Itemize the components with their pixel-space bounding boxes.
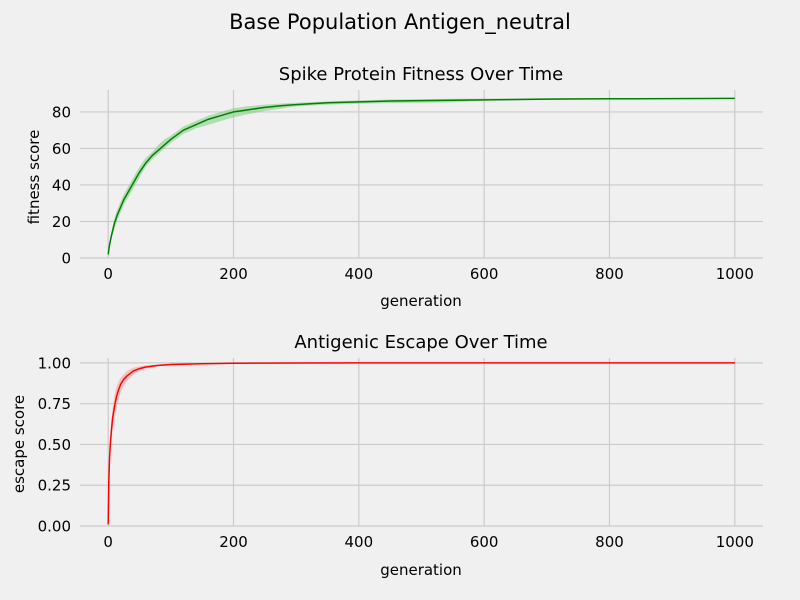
- escape-grid: [80, 358, 763, 527]
- fitness-panel-title: Spike Protein Fitness Over Time: [279, 64, 563, 85]
- escape-y-tick-label: 1.00: [38, 354, 71, 372]
- fitness-x-tick-label: 1000: [716, 265, 754, 283]
- fitness-x-axis-label: generation: [380, 292, 462, 310]
- escape-y-tick-label: 0.25: [38, 477, 71, 495]
- fitness-panel: Spike Protein Fitness Over Time 0 200 400 6…: [25, 64, 763, 310]
- fitness-y-tick-label: 80: [52, 103, 71, 121]
- escape-panel-title: Antigenic Escape Over Time: [294, 332, 547, 353]
- escape-x-tick-label: 800: [595, 533, 624, 551]
- escape-x-tick-label: 0: [103, 533, 113, 551]
- fitness-series-line: [107, 97, 735, 255]
- escape-y-tick-label: 0.00: [38, 518, 71, 536]
- fitness-y-tick-label: 0: [61, 250, 71, 268]
- fitness-y-tick-label: 60: [52, 140, 71, 158]
- fitness-x-tick-label: 400: [345, 265, 374, 283]
- escape-line-layer: [107, 362, 735, 525]
- escape-x-tick-label: 600: [470, 533, 499, 551]
- escape-y-tick-label: 0.75: [38, 395, 71, 413]
- fitness-y-axis-label: fitness score: [25, 130, 43, 225]
- escape-ytick-labels: 0.00 0.25 0.50 0.75 1.00: [38, 354, 71, 535]
- fitness-line-layer: [107, 97, 735, 255]
- fitness-y-tick-label: 20: [52, 213, 71, 231]
- escape-xtick-labels: 0 200 400 600 800 1000: [103, 533, 753, 551]
- escape-x-tick-label: 400: [345, 533, 374, 551]
- fitness-ytick-labels: 0 20 40 60 80: [52, 103, 71, 267]
- escape-series-line: [107, 362, 735, 525]
- fitness-x-tick-label: 800: [595, 265, 624, 283]
- escape-y-tick-label: 0.50: [38, 436, 71, 454]
- escape-confidence-band: [108, 362, 735, 525]
- fitness-y-tick-label: 40: [52, 176, 71, 194]
- escape-x-tick-label: 200: [219, 533, 248, 551]
- escape-band-layer: [108, 362, 735, 525]
- escape-x-axis-label: generation: [380, 561, 462, 579]
- escape-y-axis-label: escape score: [10, 395, 28, 493]
- escape-panel: Antigenic Escape Over Time 0 200 400 600 800…: [10, 332, 763, 579]
- figure-suptitle: Base Population Antigen_neutral: [229, 10, 571, 35]
- fitness-x-tick-label: 600: [470, 265, 499, 283]
- fitness-x-tick-label: 200: [219, 265, 248, 283]
- fitness-x-tick-label: 0: [103, 265, 113, 283]
- fitness-xtick-labels: 0 200 400 600 800 1000: [103, 265, 753, 283]
- fitness-grid: [80, 90, 763, 259]
- escape-x-tick-label: 1000: [716, 533, 754, 551]
